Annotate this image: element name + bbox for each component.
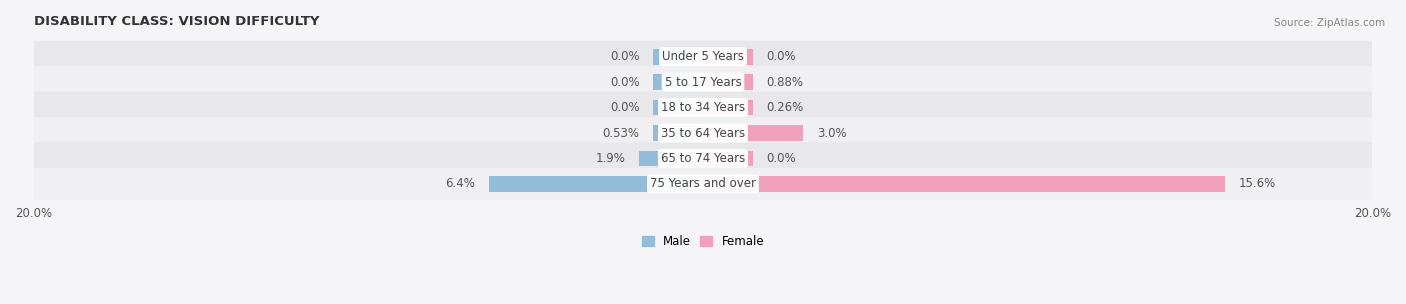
Text: 0.0%: 0.0%: [766, 50, 796, 63]
FancyBboxPatch shape: [11, 92, 1395, 124]
Bar: [703, 150, 754, 166]
Text: 65 to 74 Years: 65 to 74 Years: [661, 152, 745, 165]
FancyBboxPatch shape: [11, 66, 1395, 98]
Text: 3.0%: 3.0%: [817, 126, 846, 140]
Text: 0.53%: 0.53%: [602, 126, 640, 140]
Text: DISABILITY CLASS: VISION DIFFICULTY: DISABILITY CLASS: VISION DIFFICULTY: [34, 15, 319, 28]
Text: Under 5 Years: Under 5 Years: [662, 50, 744, 63]
Text: 5 to 17 Years: 5 to 17 Years: [665, 76, 741, 89]
Text: 0.88%: 0.88%: [766, 76, 804, 89]
Text: 15.6%: 15.6%: [1239, 178, 1275, 190]
FancyBboxPatch shape: [11, 168, 1395, 200]
Text: Source: ZipAtlas.com: Source: ZipAtlas.com: [1274, 18, 1385, 28]
Text: 18 to 34 Years: 18 to 34 Years: [661, 101, 745, 114]
Bar: [652, 100, 703, 116]
Bar: [703, 176, 1225, 192]
Text: 6.4%: 6.4%: [446, 178, 475, 190]
FancyBboxPatch shape: [11, 41, 1395, 73]
Bar: [489, 176, 703, 192]
Text: 35 to 64 Years: 35 to 64 Years: [661, 126, 745, 140]
Bar: [703, 125, 803, 141]
Bar: [640, 150, 703, 166]
Text: 0.26%: 0.26%: [766, 101, 804, 114]
Bar: [703, 100, 754, 116]
Text: 0.0%: 0.0%: [610, 76, 640, 89]
Legend: Male, Female: Male, Female: [641, 235, 765, 248]
Bar: [652, 74, 703, 90]
Text: 0.0%: 0.0%: [610, 50, 640, 63]
FancyBboxPatch shape: [11, 117, 1395, 149]
Text: 0.0%: 0.0%: [766, 152, 796, 165]
Bar: [652, 125, 703, 141]
Text: 0.0%: 0.0%: [610, 101, 640, 114]
Text: 1.9%: 1.9%: [596, 152, 626, 165]
Bar: [703, 74, 754, 90]
FancyBboxPatch shape: [11, 143, 1395, 174]
Text: 75 Years and over: 75 Years and over: [650, 178, 756, 190]
Bar: [703, 49, 754, 64]
Bar: [652, 49, 703, 64]
